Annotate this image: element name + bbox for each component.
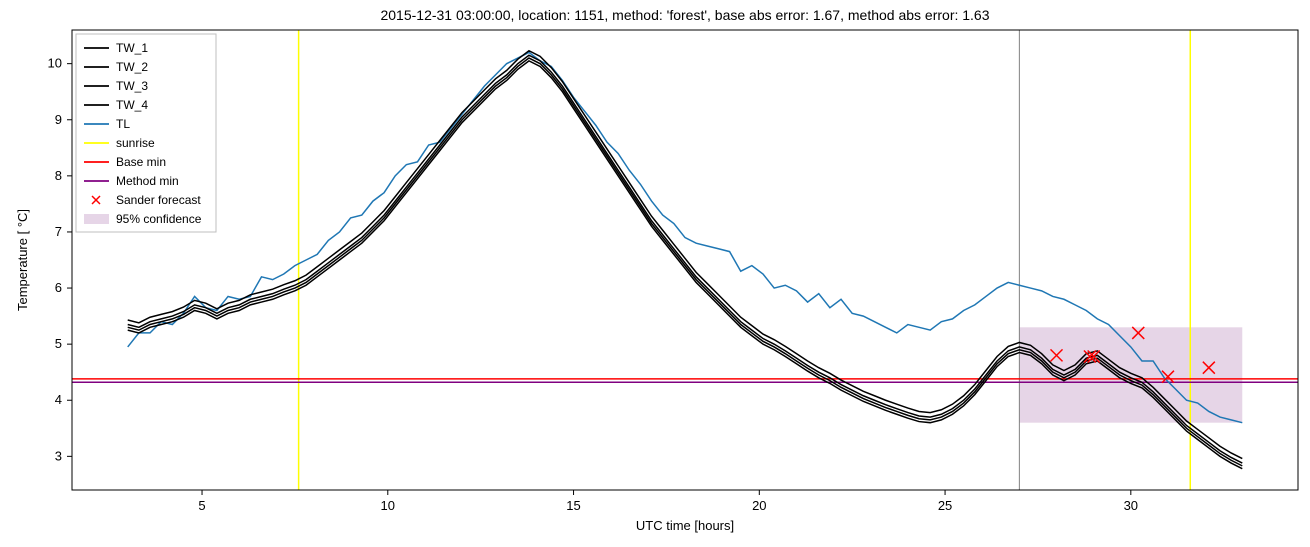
legend-label: Base min	[116, 155, 166, 169]
legend-label: Sander forecast	[116, 193, 201, 207]
chart-container: 5 10 15 20 25 30 3 4 5 6 7 8 9 10 UTC time [hours] Temp…	[0, 0, 1310, 547]
x-tick-label: 10	[381, 498, 395, 513]
legend-label: TL	[116, 117, 130, 131]
x-tick-label: 15	[566, 498, 580, 513]
y-tick-label: 8	[55, 168, 62, 183]
x-tick-label: 5	[198, 498, 205, 513]
legend-label: TW_1	[116, 41, 148, 55]
line-chart: 5 10 15 20 25 30 3 4 5 6 7 8 9 10 UTC time [hours] Temp…	[0, 0, 1310, 547]
y-tick-label: 4	[55, 392, 62, 407]
y-tick-label: 7	[55, 224, 62, 239]
y-axis-label: Temperature [ °C]	[15, 209, 30, 311]
y-tick-label: 5	[55, 336, 62, 351]
legend-swatch	[84, 214, 109, 224]
y-tick-label: 6	[55, 280, 62, 295]
legend-label: sunrise	[116, 136, 155, 150]
x-tick-label: 30	[1124, 498, 1138, 513]
x-tick-label: 20	[752, 498, 766, 513]
chart-title: 2015-12-31 03:00:00, location: 1151, met…	[380, 7, 989, 23]
x-axis-label: UTC time [hours]	[636, 518, 734, 533]
y-tick-label: 9	[55, 112, 62, 127]
y-tick-label: 10	[48, 56, 62, 71]
legend-label: 95% confidence	[116, 212, 202, 226]
legend-label: TW_4	[116, 98, 148, 112]
legend-label: TW_3	[116, 79, 148, 93]
legend-label: Method min	[116, 174, 179, 188]
legend-label: TW_2	[116, 60, 148, 74]
x-tick-label: 25	[938, 498, 952, 513]
y-tick-label: 3	[55, 448, 62, 463]
